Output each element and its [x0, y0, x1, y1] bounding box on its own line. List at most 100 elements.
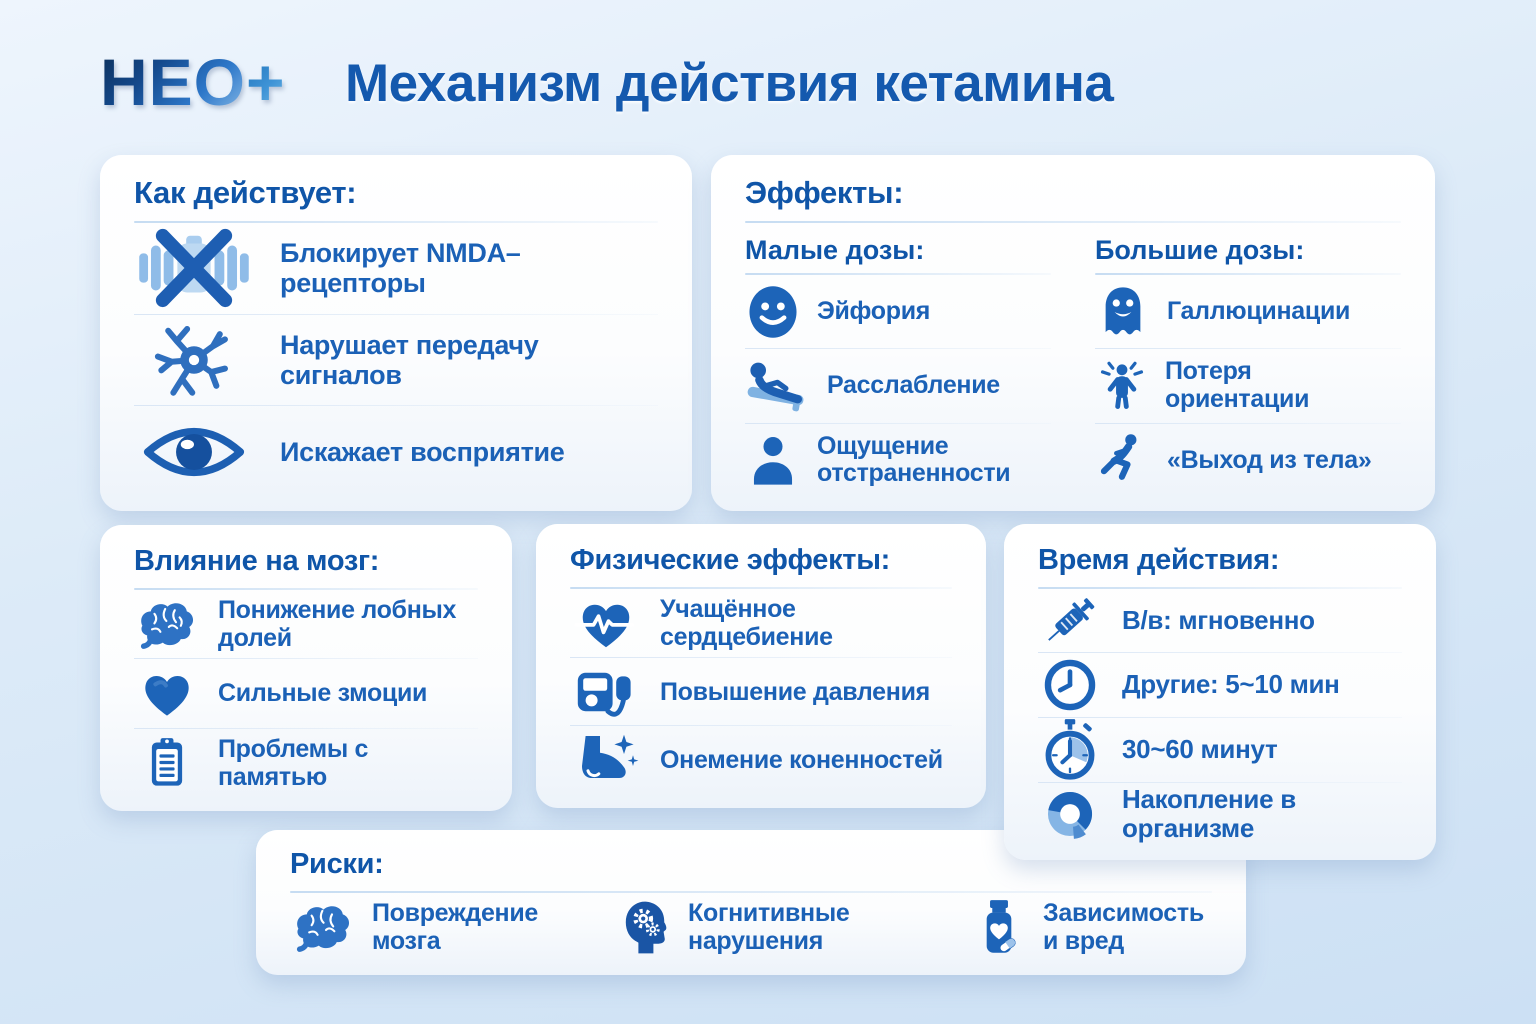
floating-person-icon — [1095, 429, 1151, 491]
list-item-label: Потеря ориентации — [1165, 357, 1310, 413]
list-item-label: Сильные змоции — [218, 679, 428, 708]
list-item: Повышение давления — [570, 658, 952, 726]
divider — [745, 221, 1401, 223]
card-brain-title: Влияние на мозг: — [134, 545, 380, 577]
list-item: Нарушает передачу сигналов — [134, 315, 658, 406]
list-item-label: Понижение лобных долей — [218, 596, 457, 653]
list-item: Проблемы с памятью — [134, 729, 478, 797]
list-item-label: Блокирует NMDA–рецепторы — [280, 238, 521, 299]
divider — [570, 656, 952, 658]
card-duration: Время действия: В/в: мгновенно — [1004, 524, 1436, 860]
list-item: В/в: мгновенно — [1038, 589, 1402, 652]
person-icon — [745, 430, 801, 490]
list-item-label: Накопление в организме — [1122, 784, 1296, 844]
list-item: Эйфория — [745, 275, 1051, 348]
stopwatch-icon — [1038, 718, 1102, 782]
blood-pressure-icon — [570, 662, 642, 722]
pie-chart-icon — [1038, 784, 1102, 844]
large-doses-column: Большие дозы: Галлюцинации — [1095, 235, 1401, 497]
heart-icon — [134, 666, 200, 720]
relaxed-person-icon — [745, 356, 811, 416]
list-item: Повреждение мозга — [290, 899, 538, 955]
divider — [745, 273, 1051, 275]
divider — [1038, 781, 1402, 783]
damaged-brain-icon — [290, 899, 356, 955]
divider — [290, 891, 1212, 893]
list-item-label: Повышение давления — [660, 677, 930, 706]
list-item: Понижение лобных долей — [134, 590, 478, 658]
card-duration-title: Время действия: — [1038, 544, 1280, 576]
divider — [134, 588, 478, 590]
page-header: НЕО+ Механизм действия кетамина — [100, 40, 1440, 130]
list-item-label: Искажает восприятие — [280, 436, 565, 467]
divider — [1038, 587, 1402, 589]
list-item: Другие: 5~10 мин — [1038, 653, 1402, 716]
list-item: Искажает восприятие — [134, 406, 658, 497]
divider — [134, 313, 658, 315]
list-item: Блокирует NMDA–рецепторы — [134, 223, 658, 314]
heartbeat-icon — [570, 595, 642, 651]
brain-icon — [134, 596, 200, 652]
logo-text: НЕО — [100, 45, 247, 119]
list-item-label: В/в: мгновенно — [1122, 605, 1315, 636]
list-item-label: 30~60 минут — [1122, 734, 1278, 765]
divider — [1095, 273, 1401, 275]
clipboard-icon — [134, 733, 200, 793]
list-item-label: Нарушает передачу сигналов — [280, 329, 539, 390]
divider — [1095, 422, 1401, 424]
divider — [134, 727, 478, 729]
logo-plus-icon: + — [246, 45, 286, 119]
list-item-label: Повреждение мозга — [372, 899, 539, 955]
list-item-label: Расслабление — [827, 371, 1000, 400]
list-item: Расслабление — [745, 349, 1051, 422]
list-item-label: Другие: 5~10 мин — [1122, 669, 1340, 700]
divider — [134, 221, 658, 223]
divider — [134, 405, 658, 407]
card-how-title: Как действует: — [134, 175, 357, 210]
card-physical-title: Физические эффекты: — [570, 544, 891, 576]
neo-logo: НЕО+ — [100, 40, 286, 124]
list-item: Онемение коненностей — [570, 726, 952, 794]
divider — [1095, 348, 1401, 350]
list-item: Ощущение отстраненности — [745, 424, 1051, 497]
small-doses-column: Малые дозы: Эйфория — [745, 235, 1051, 497]
cognitive-icon — [612, 896, 672, 958]
list-item: Накопление в организме — [1038, 783, 1402, 846]
list-item: Галлюцинации — [1095, 275, 1401, 348]
divider — [745, 422, 1051, 424]
column-title: Большие дозы: — [1095, 235, 1305, 265]
list-item: «Выход из тела» — [1095, 424, 1401, 497]
list-item-label: Онемение коненностей — [660, 746, 943, 775]
card-brain-influence: Влияние на мозг: Понижение лобных долей — [100, 525, 512, 811]
list-item: Учащённое сердцебиение — [570, 589, 952, 657]
neuron-icon — [134, 317, 254, 403]
card-effects-title: Эффекты: — [745, 175, 904, 210]
list-item-label: Когнитивные нарушения — [688, 899, 850, 955]
card-effects: Эффекты: Малые дозы: Эйфория — [711, 155, 1435, 511]
numb-foot-icon — [570, 730, 642, 790]
page-title: Механизм действия кетамина — [345, 54, 1114, 113]
list-item-label: Зависимость и вред — [1043, 899, 1204, 955]
list-item-label: Эйфория — [817, 296, 931, 325]
list-item-label: Учащённое сердцебиение — [660, 594, 833, 651]
list-item: Когнитивные нарушения — [612, 896, 897, 958]
divider — [570, 725, 952, 727]
eye-icon — [134, 418, 254, 486]
disoriented-person-icon — [1095, 357, 1149, 415]
receptor-blocked-icon — [134, 224, 254, 312]
column-title: Малые дозы: — [745, 235, 925, 265]
list-item: Потеря ориентации — [1095, 349, 1401, 422]
card-risks-title: Риски: — [290, 848, 384, 880]
divider — [1038, 652, 1402, 654]
list-item-label: Галлюцинации — [1167, 296, 1351, 325]
divider — [570, 587, 952, 589]
list-item: Зависимость и вред — [971, 896, 1212, 958]
divider — [134, 658, 478, 660]
list-item: Сильные змоции — [134, 659, 478, 727]
syringe-icon — [1038, 590, 1102, 652]
list-item-label: Ощущение отстраненности — [817, 431, 1011, 488]
divider — [1038, 716, 1402, 718]
divider — [745, 348, 1051, 350]
list-item-label: «Выход из тела» — [1167, 445, 1372, 474]
